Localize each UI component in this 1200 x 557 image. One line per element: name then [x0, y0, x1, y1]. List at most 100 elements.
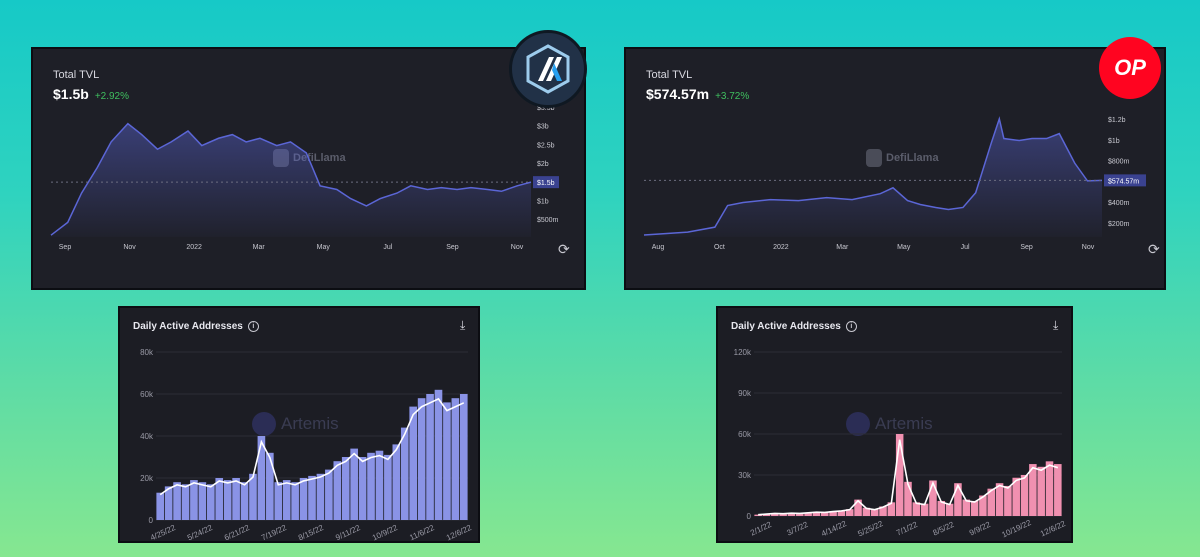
bar — [198, 482, 207, 520]
x-tick-label: 9/9/22 — [968, 520, 992, 538]
bar — [1054, 464, 1062, 516]
daa-title-text: Daily Active Addresses — [731, 321, 841, 332]
bar — [173, 482, 181, 520]
bar — [879, 506, 887, 516]
daa-title-text: Daily Active Addresses — [133, 321, 243, 332]
x-tick-label: Mar — [836, 244, 849, 251]
refresh-icon[interactable]: ⟳ — [1148, 241, 1160, 257]
y-tick-label: $2.5b — [537, 142, 555, 149]
x-tick-label: Nov — [1082, 244, 1095, 251]
bar — [829, 511, 837, 516]
defillama-watermark: DefiLlama — [866, 149, 939, 167]
x-tick-label: 8/15/22 — [297, 523, 325, 543]
watermark-text: DefiLlama — [886, 152, 939, 164]
tvl-value-text: $1.5b — [53, 86, 89, 102]
bar — [299, 478, 308, 520]
artemis-watermark: Artemis — [846, 412, 933, 436]
moving-average-line — [758, 439, 1059, 516]
y-tick-label: $1.2b — [1108, 117, 1126, 124]
current-value-label: $1.5b — [537, 180, 555, 187]
watermark-text: Artemis — [875, 414, 933, 433]
x-tick-label: 2022 — [186, 244, 202, 251]
bar — [837, 510, 846, 516]
arbitrum-daily-active-addresses-panel: Daily Active Addresses i ⤓ Artemis 80k 60… — [118, 306, 480, 543]
y-tick-label: 30k — [738, 471, 752, 480]
bar — [257, 436, 266, 520]
bar — [274, 482, 283, 520]
x-tick-label: 6/21/22 — [223, 523, 251, 543]
bar — [215, 478, 224, 520]
tvl-change: +2.92% — [94, 91, 130, 102]
x-tick-label: 4/14/22 — [820, 519, 848, 539]
bar — [929, 480, 937, 516]
bar — [945, 503, 954, 516]
tvl-line — [50, 122, 532, 236]
bar — [232, 478, 240, 520]
info-icon[interactable]: i — [247, 321, 259, 332]
tvl-title: Total TVL — [646, 69, 693, 81]
bar — [206, 484, 215, 520]
bar — [870, 509, 879, 516]
y-tick-label: $3.5b — [537, 105, 555, 112]
x-tick-label: Sep — [59, 244, 72, 251]
y-tick-label: 0 — [747, 512, 752, 521]
bar — [937, 500, 946, 516]
optimism-tvl-panel: Total TVL $574.57m +3.72% DefiLlama Aug Oc… — [624, 47, 1166, 290]
x-tick-label: 3/7/22 — [785, 520, 809, 538]
tvl-title: Total TVL — [53, 69, 100, 81]
x-tick-label: Aug — [652, 244, 665, 251]
bar — [1045, 461, 1054, 516]
download-icon[interactable]: ⤓ — [1053, 318, 1059, 332]
info-icon[interactable]: i — [845, 321, 857, 332]
bar — [358, 457, 367, 520]
x-tick-label: 12/6/22 — [445, 523, 473, 543]
bar — [995, 483, 1004, 516]
tvl-value: $574.57m +3.72% — [646, 86, 749, 102]
x-tick-label: 4/25/22 — [149, 523, 177, 543]
bar — [812, 511, 821, 516]
artemis-logo-icon — [846, 412, 870, 436]
tvl-line — [643, 116, 1103, 236]
bar — [282, 480, 291, 520]
y-tick-label: 40k — [140, 432, 154, 441]
watermark-text: Artemis — [281, 414, 339, 433]
defillama-logo-icon — [866, 149, 882, 167]
bar — [762, 513, 771, 516]
optimism-tvl-chart: AugOct2022MarMayJulSepNov$1.2b$1b$800m$6… — [643, 116, 1146, 251]
arbitrum-logo-icon — [509, 30, 587, 108]
x-tick-label: 10/19/22 — [1000, 518, 1033, 540]
x-tick-label: May — [897, 244, 911, 251]
y-tick-label: 60k — [140, 390, 154, 399]
y-tick-label: $400m — [1108, 200, 1130, 207]
x-tick-label: Jul — [961, 244, 970, 251]
refresh-icon[interactable]: ⟳ — [558, 241, 570, 257]
y-tick-label: $2b — [537, 161, 549, 168]
download-icon[interactable]: ⤓ — [460, 318, 466, 332]
bar — [962, 499, 971, 516]
bar — [443, 402, 451, 520]
bar — [820, 512, 829, 516]
x-tick-label: May — [317, 244, 331, 251]
bar — [459, 394, 468, 520]
bar — [240, 482, 249, 520]
bar — [904, 481, 912, 516]
y-tick-label: $800m — [1108, 159, 1130, 166]
bar — [796, 513, 804, 516]
x-tick-label: Mar — [253, 244, 266, 251]
x-tick-label: Jul — [383, 244, 392, 251]
current-value-label: $574.57m — [1108, 178, 1139, 185]
bar — [771, 513, 779, 516]
moving-average-line — [159, 397, 465, 496]
bar — [367, 452, 375, 520]
x-tick-label: 10/9/22 — [371, 523, 399, 543]
bar — [895, 434, 904, 516]
bar — [1020, 475, 1029, 516]
bar — [854, 499, 862, 516]
y-tick-label: 60k — [738, 430, 752, 439]
bar — [451, 398, 460, 520]
bar — [392, 444, 401, 520]
tvl-area — [644, 118, 1102, 237]
x-tick-label: 9/11/22 — [334, 523, 362, 542]
arbitrum-tvl-chart: Sep Nov 2022 Mar May Jul Sep Nov $3.5b $3b $2.5b $2… — [50, 105, 559, 251]
y-tick-label: $1b — [1108, 138, 1120, 145]
